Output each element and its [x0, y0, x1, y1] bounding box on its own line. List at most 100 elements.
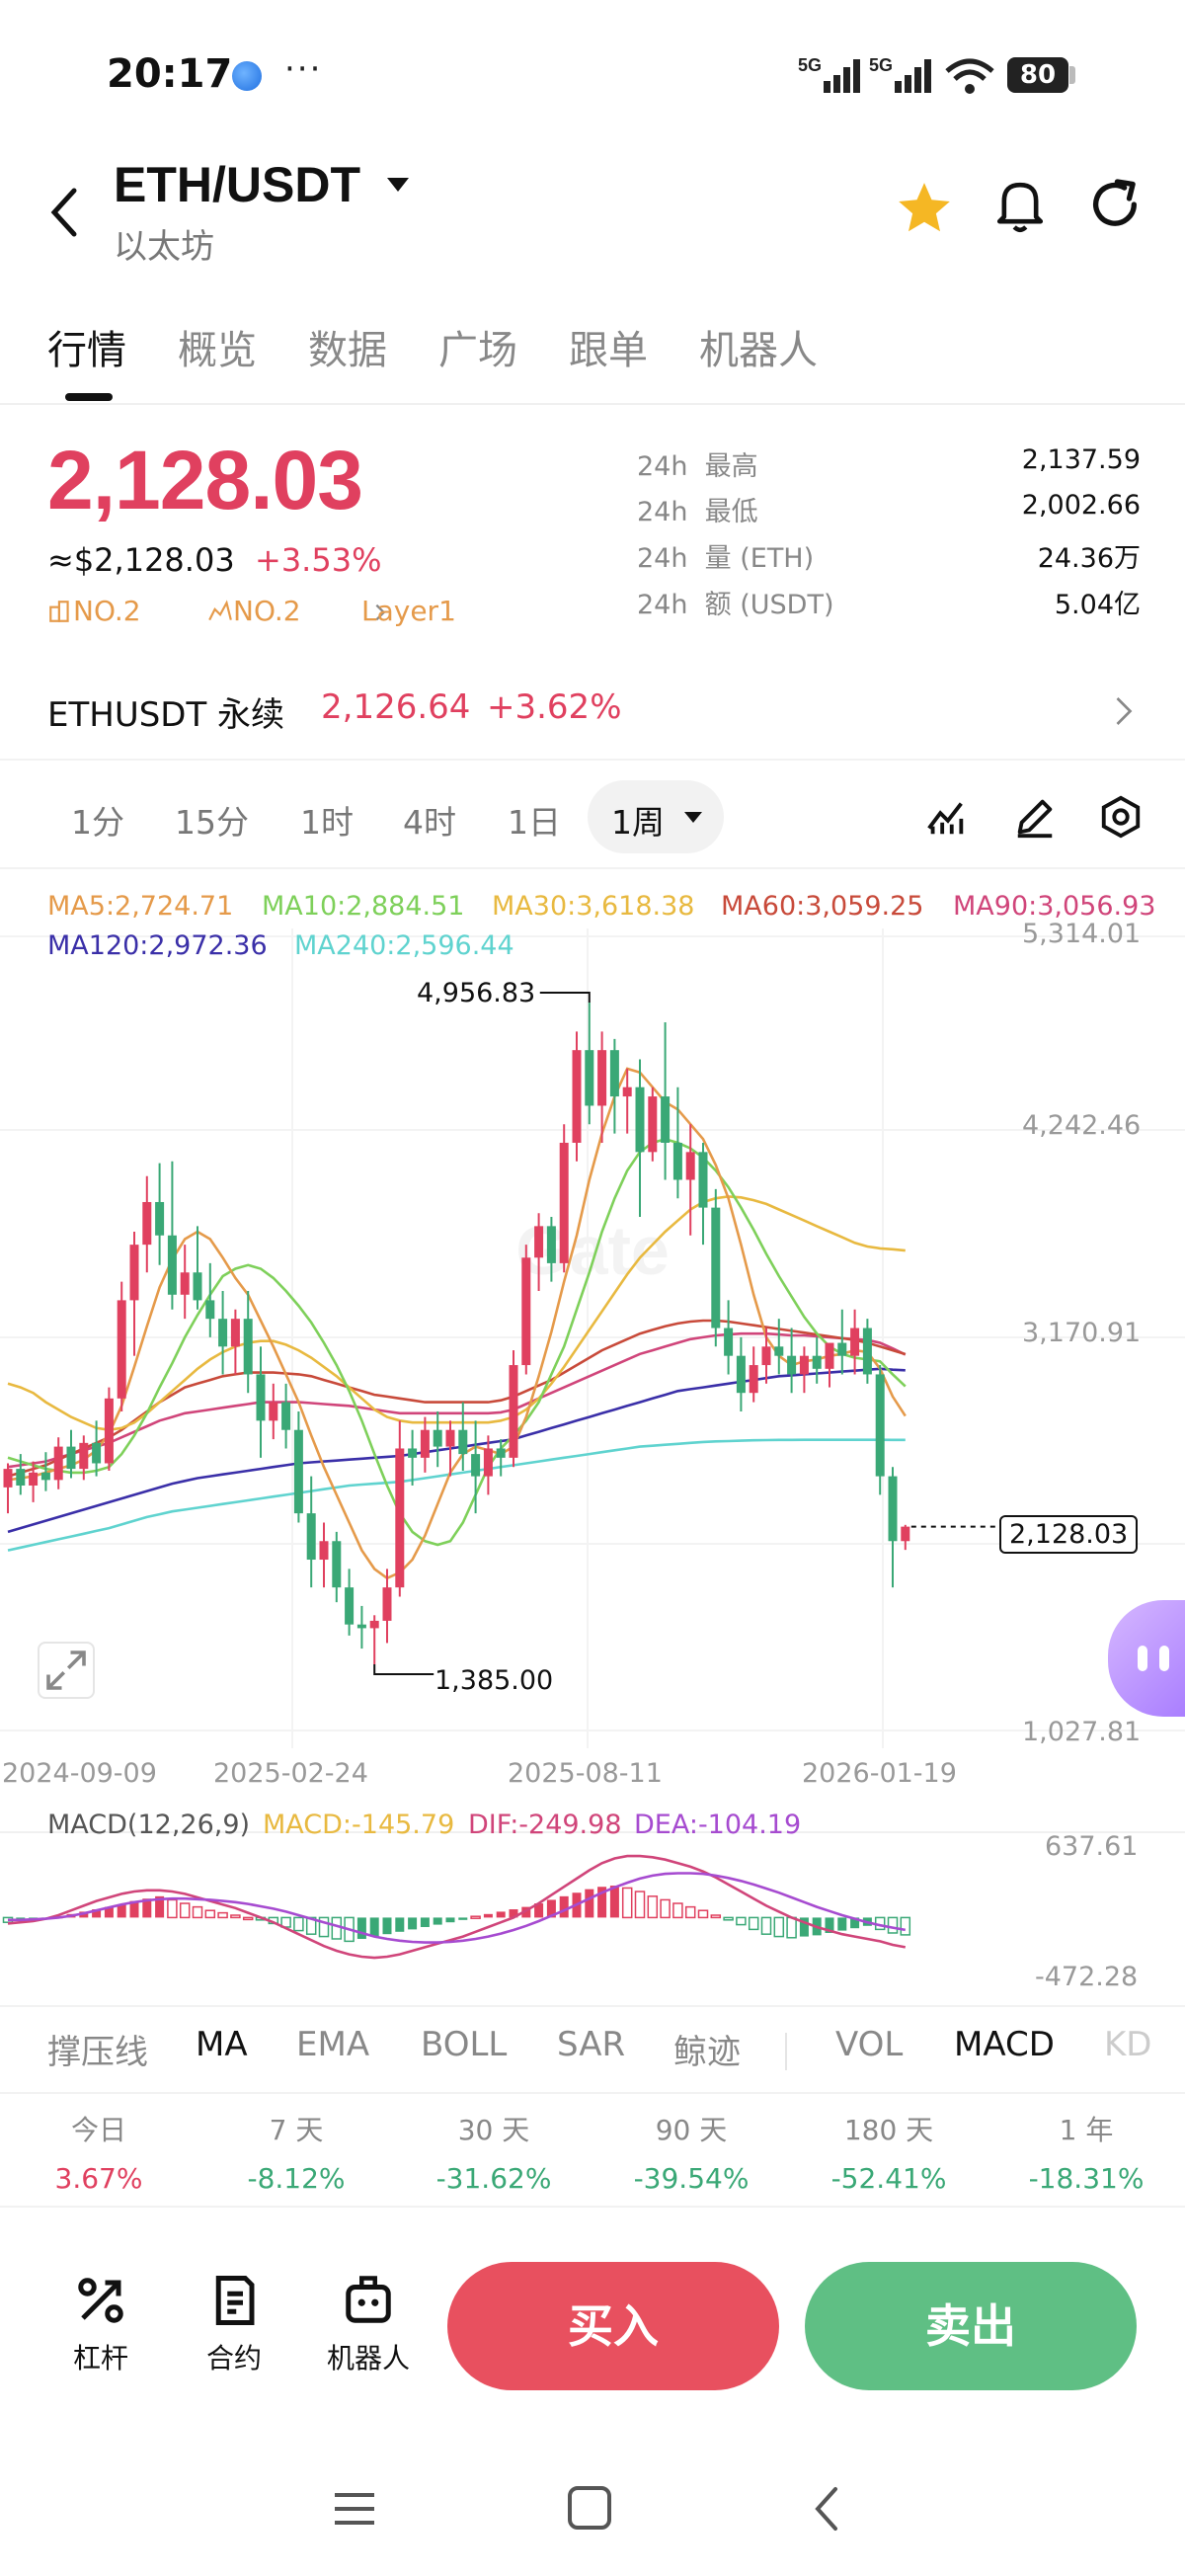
candle [180, 1245, 190, 1320]
y-tick-label: 4,242.46 [1022, 1110, 1142, 1141]
back-icon[interactable] [44, 183, 84, 242]
indicator-macd[interactable]: MACD [954, 2025, 1055, 2064]
candle [395, 1420, 405, 1597]
candle [382, 1569, 392, 1644]
fullscreen-button[interactable] [38, 1642, 95, 1699]
settings-hex-icon[interactable] [1098, 794, 1144, 840]
perf-label: 180 天 [843, 2114, 934, 2146]
tab-square[interactable]: 广场 [438, 328, 517, 373]
robot-button[interactable]: 机器人 [314, 2274, 423, 2376]
price-usd: ≈$2,128.03 [47, 541, 235, 579]
macd-bar [521, 1906, 531, 1918]
menu-icon[interactable] [332, 2489, 377, 2529]
kline-svg[interactable]: Gate [0, 879, 1185, 1995]
interval-1m[interactable]: 1分 [71, 803, 124, 842]
sell-button[interactable]: 卖出 [805, 2262, 1137, 2390]
status-dots: ··· [284, 49, 323, 89]
interval-15m[interactable]: 15分 [175, 803, 249, 842]
kline-chart[interactable]: Gate MA5:2,724.71 MA10:2,884.51 MA30:3,618… [0, 879, 1185, 1995]
macd-bar [647, 1895, 659, 1919]
leverage-button[interactable]: 杠杆 [46, 2274, 155, 2376]
x-tick-label: 2025-08-11 [508, 1758, 663, 1789]
back-nav-icon[interactable] [808, 2485, 847, 2533]
ma-legend-item: MA10:2,884.51 [262, 891, 465, 922]
ma-legend-item: MA240:2,596.44 [294, 930, 514, 961]
indicator-ma[interactable]: MA [196, 2025, 248, 2064]
rank-badge-2[interactable]: NO.2 [207, 595, 301, 627]
candle [458, 1402, 468, 1471]
star-icon[interactable] [894, 178, 955, 239]
macd-bar [773, 1916, 785, 1938]
macd-bar [204, 1909, 216, 1919]
macd-bar [117, 1904, 126, 1918]
tab-data[interactable]: 数据 [308, 328, 387, 373]
pair-title[interactable]: ETH/USDT [114, 157, 360, 212]
macd-dif-line [7, 1854, 907, 1960]
volume-rank-icon [208, 600, 232, 621]
indicator-kd[interactable]: KD [1104, 2025, 1152, 2064]
tab-robot[interactable]: 机器人 [699, 328, 818, 373]
perf-value: 3.67% [54, 2162, 143, 2195]
candle [420, 1416, 430, 1473]
rank-badge-1-text: NO.2 [73, 595, 141, 627]
candle [319, 1522, 329, 1588]
candle [711, 1188, 721, 1347]
indicator-ema[interactable]: EMA [296, 2025, 370, 2064]
assistant-bubble[interactable] [1108, 1600, 1185, 1717]
interval-selected-label: 1周 [611, 803, 665, 842]
candle [142, 1175, 152, 1273]
indicator-boll[interactable]: BOLL [421, 2025, 508, 2064]
home-icon[interactable] [567, 2485, 612, 2531]
macd-bar [470, 1915, 481, 1919]
stat-turnover: 24h 额 (USDT) 5.04亿 [637, 583, 1141, 622]
stat-period: 24h [637, 543, 688, 574]
y-tick-label: 3,170.91 [1022, 1318, 1142, 1348]
pair-header: ETH/USDT 以太坊 [0, 148, 1185, 277]
macd-bar [850, 1917, 860, 1929]
perf-label: 1 年 [1059, 2114, 1114, 2146]
perpetual-row[interactable]: ETHUSDT 永续 2,126.64 +3.62% [0, 672, 1185, 761]
ma-legend-item: MA30:3,618.38 [492, 891, 695, 922]
perf-7d: 7 天 -8.12% [198, 2109, 395, 2195]
macd-bar [837, 1917, 847, 1931]
interval-1d[interactable]: 1日 [508, 803, 561, 842]
indicator-whale[interactable]: 鲸迹 [673, 2033, 741, 2072]
candle [850, 1309, 860, 1375]
layer1-tag[interactable]: Layer1 [361, 595, 456, 627]
interval-4h[interactable]: 4时 [403, 803, 456, 842]
caret-down-icon[interactable] [387, 178, 409, 192]
interval-1h[interactable]: 1时 [300, 803, 354, 842]
tab-copy-trade[interactable]: 跟单 [569, 328, 648, 373]
rank-badge-1[interactable]: NO.2 [47, 595, 141, 627]
tab-overview[interactable]: 概览 [178, 328, 257, 373]
candle [79, 1435, 89, 1481]
macd-y-tick: 637.61 [1045, 1831, 1139, 1862]
interval-selected[interactable]: 1周 [588, 780, 724, 853]
last-price-tag: 2,128.03 [999, 1515, 1139, 1554]
refresh-icon[interactable] [1086, 176, 1144, 233]
signal-icon: 5G [798, 55, 860, 93]
stat-low: 24h 最低 2,002.66 [637, 490, 1141, 529]
ma-line-ma240 [7, 1438, 906, 1552]
macd-bar [509, 1909, 518, 1918]
tab-quotes[interactable]: 行情 [47, 328, 126, 373]
draw-pen-icon[interactable] [1012, 794, 1058, 840]
indicator-support[interactable]: 撑压线 [47, 2033, 148, 2072]
stat-value: 24.36万 [1037, 543, 1141, 574]
candle [483, 1435, 493, 1495]
indicator-vol[interactable]: VOL [835, 2025, 904, 2064]
stat-label: 最高 [704, 451, 758, 482]
ma-line-ma5 [7, 1067, 907, 1580]
perpetual-price: 2,126.64 [321, 687, 471, 727]
macd-bar [496, 1911, 506, 1918]
bell-icon[interactable] [992, 176, 1048, 235]
candle [521, 1245, 531, 1375]
robot-label: 机器人 [326, 2342, 410, 2375]
contract-button[interactable]: 合约 [180, 2274, 288, 2376]
indicator-tool-icon[interactable] [923, 794, 969, 840]
candle [104, 1387, 114, 1471]
candle [293, 1410, 303, 1523]
buy-button[interactable]: 买入 [447, 2262, 779, 2390]
indicator-sar[interactable]: SAR [557, 2025, 626, 2064]
macd-bar [217, 1911, 228, 1919]
